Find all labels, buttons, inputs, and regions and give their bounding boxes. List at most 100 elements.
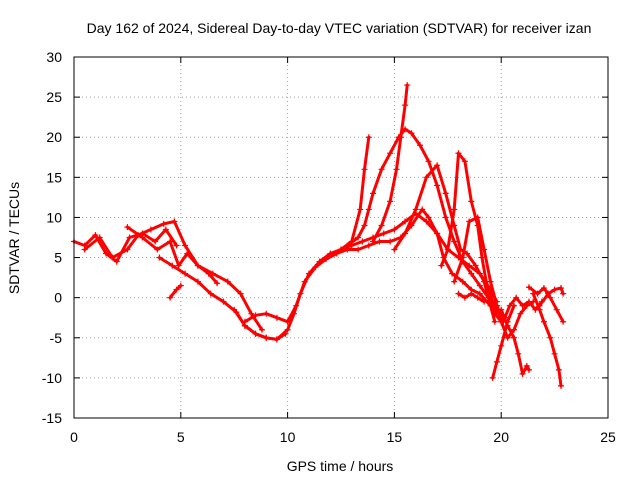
data-point <box>560 290 567 297</box>
x-axis-title: GPS time / hours <box>287 458 394 474</box>
data-point <box>468 290 475 297</box>
data-point <box>534 290 541 297</box>
data-point <box>560 318 567 325</box>
data-point <box>513 294 520 301</box>
data-point <box>519 370 526 377</box>
data-point <box>468 198 475 205</box>
series-sat-5 <box>167 282 184 301</box>
data-point <box>393 166 400 173</box>
data-point <box>493 302 500 309</box>
data-point <box>451 278 458 285</box>
data-point <box>461 294 468 301</box>
data-point <box>357 206 364 213</box>
data-point <box>451 238 458 245</box>
data-point <box>331 250 338 257</box>
data-point <box>252 330 259 337</box>
data-point <box>498 318 505 325</box>
data-point <box>487 278 494 285</box>
series-line <box>72 228 178 264</box>
y-tick-label: 0 <box>54 290 62 306</box>
x-tick-label: 5 <box>177 429 185 445</box>
data-point <box>263 310 270 317</box>
data-point <box>434 182 441 189</box>
data-point <box>361 222 368 229</box>
data-point <box>417 142 424 149</box>
series-line <box>439 151 507 320</box>
data-point <box>312 264 319 271</box>
y-tick-label: 10 <box>46 209 62 225</box>
data-point <box>481 298 488 305</box>
data-point <box>173 242 180 249</box>
data-point <box>214 280 221 287</box>
data-point <box>540 285 547 292</box>
data-point <box>498 342 505 349</box>
y-axis-title: SDTVAR / TECUs <box>6 182 22 294</box>
data-point <box>182 242 189 249</box>
data-point <box>126 234 133 241</box>
data-point <box>184 250 191 257</box>
data-point <box>139 234 146 241</box>
data-point <box>370 238 377 245</box>
data-point <box>468 270 475 277</box>
data-point <box>173 286 180 293</box>
data-point <box>365 134 372 141</box>
data-point <box>338 246 344 253</box>
data-point <box>380 230 387 237</box>
data-point <box>316 258 323 265</box>
data-point <box>167 238 174 245</box>
x-tick-label: 15 <box>387 429 403 445</box>
y-tick-label: 5 <box>54 250 62 266</box>
series-sat-8 <box>316 126 505 325</box>
plot-frame <box>73 56 609 419</box>
data-point <box>169 262 176 269</box>
x-tick-label: 25 <box>600 429 616 445</box>
data-point <box>167 294 174 301</box>
data-point <box>540 318 547 325</box>
data-point <box>258 326 265 333</box>
data-point <box>365 206 372 213</box>
y-tick-label: -5 <box>50 330 63 346</box>
y-tick-label: 20 <box>46 129 62 145</box>
series-sat-10 <box>370 82 411 245</box>
y-tick-label: -15 <box>42 410 62 426</box>
data-point <box>177 282 184 289</box>
data-point <box>293 302 300 309</box>
data-point <box>455 290 462 297</box>
data-point <box>547 294 554 301</box>
data-point <box>194 262 201 269</box>
data-point <box>476 290 483 297</box>
data-point <box>361 166 368 173</box>
data-point <box>96 234 103 241</box>
data-point <box>194 278 201 285</box>
data-point <box>558 285 565 292</box>
data-point <box>551 286 558 293</box>
data-point <box>207 290 214 297</box>
data-point <box>263 334 270 341</box>
data-point <box>438 262 445 269</box>
data-series <box>71 82 567 389</box>
data-point <box>397 134 404 141</box>
data-point <box>284 318 291 325</box>
data-point <box>547 334 554 341</box>
data-point <box>412 206 419 213</box>
data-point <box>81 246 88 253</box>
data-point <box>555 366 562 373</box>
data-point <box>391 246 398 253</box>
data-point <box>558 382 565 389</box>
data-point <box>402 218 409 225</box>
data-point <box>273 336 280 343</box>
data-point <box>511 334 518 341</box>
data-point <box>376 238 383 245</box>
data-point <box>378 222 385 229</box>
data-point <box>444 246 451 253</box>
y-tick-label: 30 <box>46 49 62 65</box>
data-point <box>459 278 466 285</box>
data-point <box>152 238 159 245</box>
y-tick-label: 15 <box>46 169 62 185</box>
data-point <box>241 318 248 325</box>
data-point <box>378 166 385 173</box>
data-point <box>474 294 481 301</box>
data-point <box>402 102 409 109</box>
